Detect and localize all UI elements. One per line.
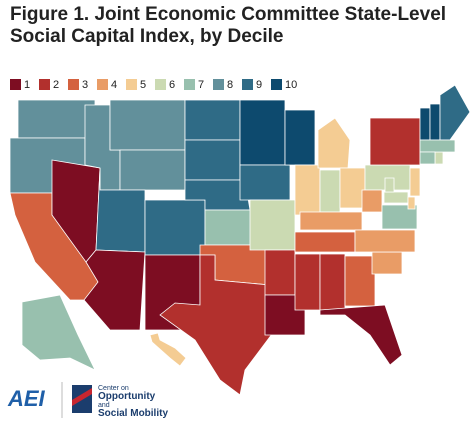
center-logo-text: Opportunity — [98, 391, 156, 402]
legend-swatch — [213, 79, 224, 90]
aei-logo: AEI — [7, 386, 46, 411]
region — [299, 211, 363, 231]
region — [239, 99, 286, 166]
center-logo-text: Social Mobility — [98, 408, 168, 419]
region — [384, 177, 395, 193]
region — [369, 117, 421, 166]
region — [319, 304, 403, 366]
region — [319, 253, 346, 311]
region — [339, 167, 366, 209]
region — [354, 229, 416, 253]
legend-label: 6 — [169, 79, 175, 91]
legend-swatch — [10, 79, 21, 90]
region — [159, 254, 276, 396]
legend-swatch — [184, 79, 195, 90]
legend-label: 2 — [53, 79, 59, 91]
region — [439, 84, 471, 141]
region — [371, 251, 403, 275]
region — [264, 249, 296, 296]
legend-label: 1 — [24, 79, 30, 91]
region — [317, 117, 351, 169]
legend-label: 3 — [82, 79, 88, 91]
region — [344, 255, 376, 307]
region — [419, 107, 431, 141]
chart-title: Figure 1. Joint Economic Committee State… — [10, 4, 447, 47]
region — [407, 196, 416, 210]
region — [409, 167, 421, 197]
region — [239, 164, 291, 201]
legend-label: 7 — [198, 79, 204, 91]
region — [17, 99, 96, 139]
legend-label: 8 — [227, 79, 233, 91]
region — [249, 199, 296, 251]
region — [109, 99, 186, 151]
region — [294, 231, 356, 253]
center-logo-stripe — [72, 388, 92, 406]
region — [184, 139, 241, 181]
legend-swatch — [39, 79, 50, 90]
legend-label: 4 — [111, 79, 117, 91]
legend-swatch — [126, 79, 137, 90]
legend-swatch — [97, 79, 108, 90]
region — [294, 253, 321, 311]
region — [21, 294, 96, 371]
region — [419, 151, 436, 165]
legend-label: 5 — [140, 79, 146, 91]
center-logo-text: and — [98, 402, 110, 409]
region — [149, 332, 187, 367]
legend-label: 9 — [256, 79, 262, 91]
legend-label: 10 — [285, 79, 297, 91]
legend-swatch — [155, 79, 166, 90]
region — [284, 109, 316, 166]
legend-swatch — [271, 79, 282, 90]
region — [383, 191, 409, 204]
region — [144, 199, 206, 256]
region — [319, 169, 341, 213]
region — [83, 249, 146, 331]
region — [184, 99, 241, 141]
region — [294, 164, 321, 216]
region — [434, 151, 444, 165]
legend-swatch — [242, 79, 253, 90]
region — [361, 189, 383, 213]
legend-swatch — [68, 79, 79, 90]
region — [429, 103, 441, 141]
region — [419, 139, 456, 153]
center-logo-text: Center on — [98, 385, 129, 392]
region — [381, 204, 418, 230]
region — [119, 149, 186, 191]
